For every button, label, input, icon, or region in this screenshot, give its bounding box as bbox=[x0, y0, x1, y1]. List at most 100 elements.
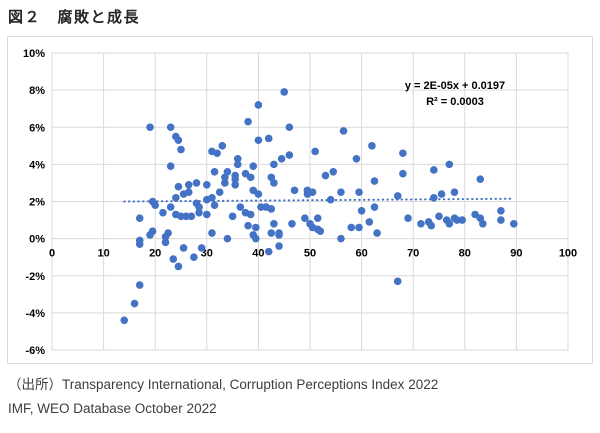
scatter-point bbox=[427, 221, 436, 230]
scatter-point bbox=[223, 168, 232, 176]
scatter-point bbox=[236, 203, 245, 211]
scatter-plot-svg: 10%8%6%4%2%0%-2%-4%-6%0 10 20 30 40 50 60 70 80 9… bbox=[23, 48, 577, 357]
scatter-point bbox=[339, 127, 348, 135]
scatter-point bbox=[270, 179, 278, 187]
scatter-point bbox=[264, 247, 273, 256]
scatter-point bbox=[231, 175, 239, 184]
scatter-point bbox=[316, 227, 325, 235]
scatter-point bbox=[510, 219, 518, 228]
scatter-point bbox=[135, 214, 144, 223]
y-axis-tick-label: 2% bbox=[29, 197, 45, 209]
scatter-point bbox=[275, 231, 283, 239]
scatter-point bbox=[290, 186, 299, 195]
scatter-point bbox=[393, 277, 402, 286]
y-axis-tick-label: 0% bbox=[29, 234, 45, 246]
scatter-point bbox=[252, 234, 260, 243]
scatter-point bbox=[303, 190, 312, 198]
scatter-point bbox=[208, 229, 216, 237]
y-axis-tick-label: -4% bbox=[25, 308, 45, 320]
scatter-point bbox=[172, 193, 180, 202]
scatter-point bbox=[177, 145, 185, 154]
scatter-point bbox=[437, 190, 446, 198]
scatter-point bbox=[223, 234, 232, 243]
scatter-point bbox=[497, 206, 505, 215]
scatter-point bbox=[244, 117, 252, 126]
scatter-point bbox=[184, 188, 193, 197]
scatter-point bbox=[252, 223, 260, 232]
scatter-point bbox=[190, 253, 198, 261]
scatter-point bbox=[267, 229, 276, 237]
scatter-point bbox=[146, 231, 154, 239]
scatter-point bbox=[370, 177, 379, 185]
scatter-point bbox=[301, 214, 309, 223]
scatter-point bbox=[445, 160, 454, 169]
scatter-point bbox=[146, 123, 154, 132]
scatter-point bbox=[254, 101, 263, 109]
scatter-point bbox=[210, 201, 219, 210]
source-line-2: IMF, WEO Database October 2022 bbox=[8, 401, 217, 416]
x-axis-tick-label: 100 bbox=[559, 248, 577, 260]
scatter-point bbox=[246, 173, 255, 182]
scatter-point bbox=[355, 188, 363, 197]
scatter-point bbox=[221, 179, 229, 187]
scatter-point bbox=[368, 142, 376, 150]
scatter-point bbox=[285, 123, 294, 132]
scatter-point bbox=[285, 151, 294, 159]
y-axis-tick-label: 6% bbox=[29, 122, 45, 134]
scatter-point bbox=[347, 223, 356, 232]
x-axis-tick-label: 40 bbox=[252, 248, 264, 260]
scatter-point bbox=[355, 223, 363, 232]
scatter-point bbox=[135, 281, 144, 289]
scatter-point bbox=[249, 162, 258, 171]
scatter-point bbox=[174, 262, 183, 271]
trendline-r-squared-label: R² = 0.0003 bbox=[426, 96, 484, 108]
scatter-point bbox=[218, 142, 227, 150]
scatter-point bbox=[213, 149, 221, 158]
scatter-point bbox=[233, 155, 242, 163]
scatter-point bbox=[445, 219, 454, 228]
trendline-equation-label: y = 2E-05x + 0.0197 bbox=[405, 80, 505, 92]
scatter-point bbox=[246, 210, 255, 219]
scatter-point bbox=[352, 155, 361, 163]
scatter-point bbox=[275, 242, 283, 250]
scatter-point bbox=[497, 216, 505, 224]
scatter-point bbox=[270, 219, 278, 228]
scatter-point bbox=[120, 316, 129, 325]
chart-area: 10% 8% 6% 4% 2% 0% -2% -4% -6% 0 10 20 30 40 50 60 70 80 9… bbox=[7, 36, 593, 364]
scatter-point bbox=[404, 214, 412, 223]
y-axis-tick-label: 4% bbox=[29, 159, 45, 171]
scatter-point bbox=[337, 234, 345, 243]
scatter-point bbox=[203, 180, 211, 189]
scatter-point bbox=[161, 238, 170, 247]
scatter-point bbox=[215, 188, 224, 197]
trendline bbox=[123, 197, 513, 203]
scatter-point bbox=[184, 180, 193, 189]
scatter-point bbox=[288, 219, 296, 228]
y-axis-tick-label: -2% bbox=[25, 271, 45, 283]
scatter-point bbox=[450, 188, 459, 197]
plot-frame bbox=[51, 52, 569, 351]
scatter-point bbox=[277, 155, 286, 163]
scatter-point bbox=[197, 244, 206, 252]
x-axis-tick-label: 80 bbox=[459, 248, 471, 260]
x-axis-tick-label: 50 bbox=[304, 248, 316, 260]
scatter-point bbox=[151, 201, 159, 210]
scatter-point bbox=[210, 168, 219, 176]
scatter-point bbox=[195, 208, 203, 217]
scatter-point bbox=[326, 195, 335, 204]
scatter-point bbox=[337, 188, 345, 197]
scatter-point bbox=[458, 216, 467, 224]
scatter-point bbox=[430, 193, 438, 202]
x-axis-tick-label: 90 bbox=[510, 248, 522, 260]
scatter-point bbox=[476, 175, 485, 184]
x-axis-tick-label: 60 bbox=[355, 248, 367, 260]
scatter-point bbox=[192, 179, 201, 187]
scatter-point bbox=[321, 171, 330, 180]
scatter-point bbox=[179, 244, 188, 252]
scatter-point bbox=[208, 193, 216, 202]
scatter-point bbox=[166, 162, 175, 171]
scatter-point bbox=[161, 232, 170, 241]
scatter-point bbox=[311, 147, 319, 156]
scatter-point bbox=[195, 203, 203, 211]
